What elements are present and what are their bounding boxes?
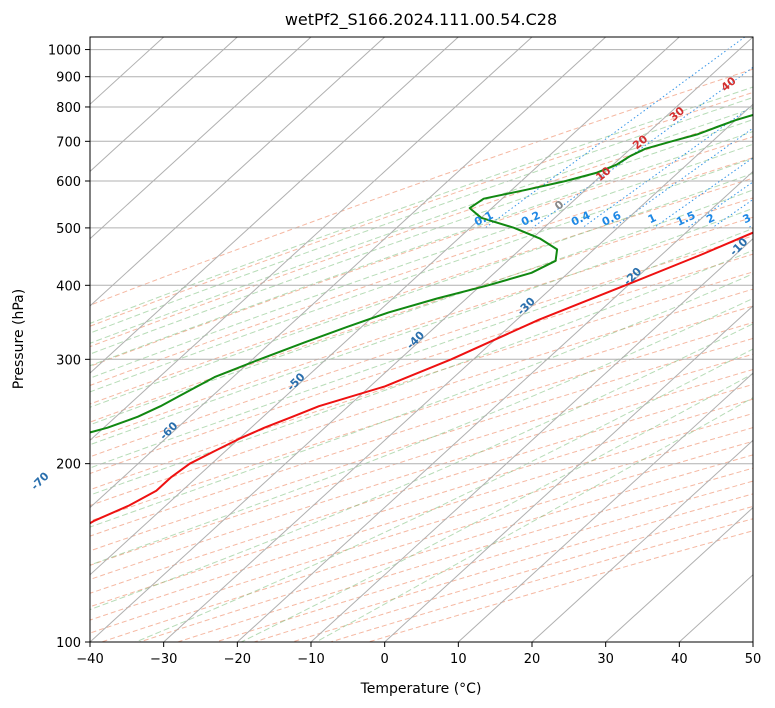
x-tick-label: 40 (671, 652, 688, 667)
y-tick-label: 300 (56, 353, 81, 368)
moist-adiabat-label: 0 (552, 198, 566, 213)
y-tick-label: 700 (56, 135, 81, 150)
mixing-ratio-label: 0.1 (472, 209, 495, 229)
y-tick-label: 600 (56, 175, 81, 190)
dry-adiabat (90, 305, 753, 522)
x-tick-label: 50 (745, 652, 762, 667)
x-tick-label: −30 (150, 652, 177, 667)
y-axis-title: Pressure (hPa) (11, 289, 27, 389)
isotherm (531, 439, 753, 642)
x-tick-label: −10 (297, 652, 324, 667)
dry-adiabat (90, 353, 753, 566)
moist-adiabat (90, 189, 753, 426)
y-tick-label: 500 (56, 222, 81, 237)
isotherm (90, 37, 607, 509)
mixing-ratio-label: 0.4 (569, 209, 592, 229)
x-tick-label: −20 (224, 652, 251, 667)
mixing-ratio-label: 2 (704, 211, 716, 226)
x-tick-label: 0 (381, 652, 389, 667)
dry-adiabat (90, 383, 753, 594)
isotherm (457, 372, 753, 642)
mixing-ratio-line (531, 66, 753, 229)
mixing-ratio-line (653, 157, 753, 229)
isotherm (752, 641, 753, 642)
moist-adiabat (90, 96, 753, 334)
y-tick-label: 1000 (48, 44, 81, 59)
moist-adiabat (90, 130, 753, 367)
isotherm (384, 305, 753, 642)
y-tick-label: 100 (56, 636, 81, 651)
mixing-ratio-label: 3 (741, 211, 753, 226)
dry-adiabat (90, 177, 753, 405)
isotherm (236, 170, 753, 642)
moist-adiabat (90, 227, 753, 469)
y-tick-label: 200 (56, 458, 81, 473)
mixing-ratio-line (485, 37, 746, 229)
dry-adiabat (254, 493, 753, 642)
dry-adiabat (90, 321, 753, 537)
moist-adiabat (90, 86, 753, 324)
mixing-ratio-label: 0.2 (519, 209, 542, 229)
mixing-ratio-label: 1 (646, 211, 658, 226)
isotherm (310, 237, 753, 642)
grid (90, 37, 753, 642)
x-tick-label: 20 (524, 652, 541, 667)
mixing-ratio-line (748, 224, 753, 229)
isotherm (90, 37, 459, 374)
dry-adiabat (101, 440, 753, 642)
profile-lines (90, 113, 753, 525)
dry-adiabat-label: -70 (28, 469, 51, 492)
moist-adiabat (90, 273, 753, 528)
isotherm (605, 506, 753, 642)
dry-adiabat-label: -30 (515, 295, 538, 318)
dry-adiabat (90, 68, 753, 306)
dewpoint-line (90, 113, 753, 434)
isotherm (90, 37, 753, 642)
dry-adiabat (292, 505, 753, 642)
dry-adiabat (177, 467, 753, 642)
moist-adiabat (90, 207, 753, 446)
temperature-line (90, 231, 753, 525)
isotherm (90, 37, 238, 173)
y-axis: 100 200 300 400 500 600 700 800 900 1000 (48, 44, 90, 651)
isotherm (90, 37, 680, 576)
x-axis: −40 −30 −20 −10 0 10 20 30 40 50 (76, 642, 761, 667)
moist-adiabat (90, 119, 753, 355)
y-tick-label: 400 (56, 279, 81, 294)
y-tick-label: 900 (56, 71, 81, 86)
isotherm (90, 37, 312, 240)
mixing-ratio-line (581, 104, 753, 229)
isotherm (90, 37, 386, 307)
dry-adiabat-label: -60 (157, 419, 180, 442)
y-tick-label: 800 (56, 101, 81, 116)
x-axis-title: Temperature (°C) (360, 681, 482, 697)
dry-adiabat-label: -10 (727, 235, 750, 258)
x-tick-label: 30 (597, 652, 614, 667)
isotherm (90, 37, 533, 442)
dry-adiabat (90, 288, 753, 507)
plot-frame (89, 36, 754, 643)
moist-adiabat (90, 172, 753, 408)
x-tick-label: 10 (450, 652, 467, 667)
dry-adiabat (90, 337, 753, 552)
moist-adiabat (90, 143, 753, 379)
x-tick-label: −40 (76, 652, 103, 667)
chart-title: wetPf2_S166.2024.111.00.54.C28 (285, 10, 557, 30)
moist-adiabat (90, 323, 753, 611)
